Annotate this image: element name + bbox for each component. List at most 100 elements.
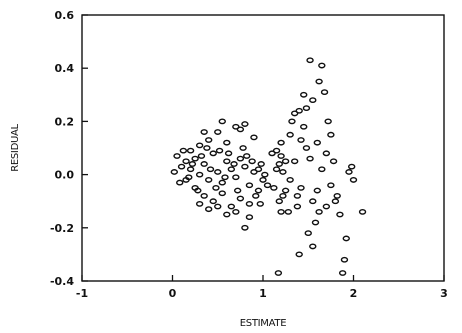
data-point [173, 153, 181, 159]
data-point [281, 187, 290, 194]
data-point [236, 126, 245, 133]
data-point [188, 161, 197, 167]
data-point [209, 198, 217, 205]
data-point [236, 155, 245, 162]
data-point [170, 169, 179, 175]
data-point [197, 153, 206, 159]
data-point [254, 187, 263, 194]
data-point [224, 150, 233, 157]
data-point [195, 171, 204, 178]
data-point [214, 203, 222, 210]
data-point [241, 163, 249, 170]
x-tick-label: 3 [440, 287, 448, 300]
y-tick-label: 0.2 [55, 115, 75, 128]
data-point [322, 150, 331, 157]
data-point [245, 200, 254, 207]
data-point [349, 177, 358, 183]
data-point [279, 169, 287, 175]
data-point [248, 158, 256, 165]
x-tick-label: 2 [350, 287, 358, 300]
data-point [195, 142, 204, 149]
x-axis-ticks: -1 0 1 2 3 [76, 275, 448, 300]
data-point [227, 166, 236, 173]
data-point [290, 110, 299, 117]
data-point [223, 139, 231, 146]
data-point [315, 208, 323, 215]
data-point [200, 129, 208, 135]
data-point [279, 192, 287, 199]
data-point [185, 174, 193, 181]
data-point [204, 177, 213, 183]
data-point [309, 243, 317, 250]
x-tick-label: 1 [259, 287, 267, 300]
data-point [256, 200, 264, 207]
data-point [342, 235, 350, 242]
data-point [324, 118, 332, 125]
data-point [286, 177, 294, 183]
data-point [272, 147, 281, 154]
data-point [274, 270, 283, 276]
y-axis-title: RESIDUAL [10, 123, 21, 171]
data-point [313, 187, 321, 194]
data-point [206, 166, 215, 173]
data-point [331, 198, 340, 205]
data-point [245, 214, 254, 221]
data-point [254, 166, 263, 173]
data-point [245, 182, 254, 189]
y-axis-ticks: -0.4 -0.2 0.0 0.2 0.4 0.6 [50, 9, 88, 288]
data-point [272, 166, 281, 173]
data-point [182, 158, 190, 165]
data-point [281, 158, 290, 165]
data-point [218, 190, 226, 197]
data-point [313, 139, 321, 146]
data-point [257, 161, 265, 167]
data-point [318, 166, 326, 173]
data-point [295, 251, 303, 258]
data-point [250, 134, 258, 141]
data-point [275, 198, 283, 205]
plot-frame [81, 14, 445, 282]
data-point [221, 174, 229, 181]
data-point [239, 145, 247, 151]
data-point [223, 211, 231, 218]
data-point [318, 62, 326, 69]
data-point [286, 131, 294, 138]
data-point [259, 177, 267, 183]
data-point [338, 270, 347, 276]
data-point [215, 147, 224, 154]
data-point [232, 174, 240, 181]
data-point [191, 155, 199, 162]
data-point [223, 158, 231, 165]
data-point [204, 206, 213, 213]
data-point [309, 97, 317, 104]
data-points [170, 57, 367, 276]
data-point [340, 256, 349, 263]
data-point [329, 158, 338, 165]
data-point [277, 139, 285, 146]
data-point [230, 161, 238, 167]
data-point [177, 163, 186, 170]
x-axis-title: ESTIMATE [240, 318, 286, 329]
y-tick-label: 0.0 [55, 169, 75, 182]
data-point [203, 145, 211, 151]
data-point [290, 158, 299, 165]
data-point [297, 137, 305, 143]
data-point [179, 147, 188, 154]
data-point [347, 163, 356, 170]
data-point [306, 57, 314, 64]
data-point [236, 195, 245, 202]
y-tick-label: -0.4 [50, 275, 74, 288]
data-point [243, 153, 251, 159]
data-point [306, 155, 314, 162]
data-point [327, 182, 335, 189]
data-point [252, 192, 260, 199]
data-point [186, 147, 195, 154]
data-point [232, 208, 240, 215]
data-point [176, 179, 184, 186]
data-point [241, 224, 249, 231]
data-point [200, 161, 208, 167]
data-point [345, 169, 353, 175]
data-point [212, 184, 220, 191]
data-point [300, 91, 308, 98]
